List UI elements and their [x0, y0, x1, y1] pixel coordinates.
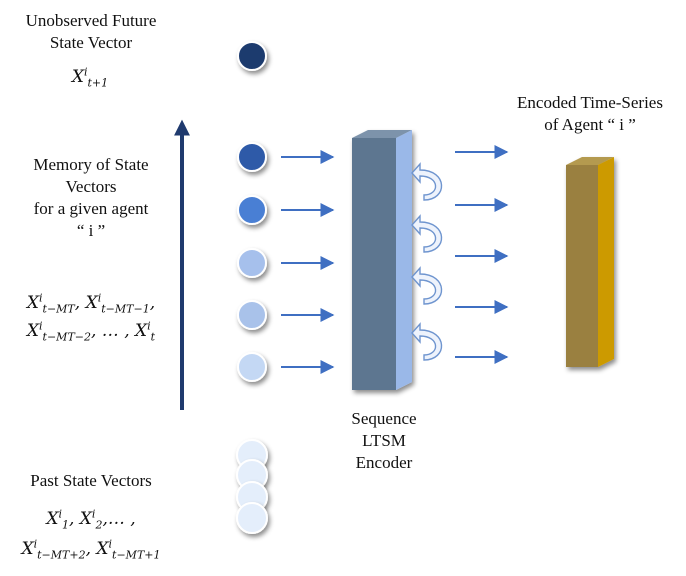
past-var: Xit−MT+1 [96, 537, 161, 562]
future-var-sup: i [83, 65, 88, 79]
past-nodes [236, 439, 268, 534]
encoder-label-line2: LTSM [362, 431, 406, 450]
encoder-front-face [352, 138, 396, 390]
future-title: Unobserved Future State Vector [8, 10, 174, 54]
output-side-face [598, 157, 614, 367]
memory-nodes [237, 142, 267, 382]
memory-variables-line1: Xit−MT, Xit−MT−1, [4, 292, 178, 314]
memory-line1: Memory of State [33, 155, 149, 174]
past-var: Xi2,… , [79, 507, 136, 532]
encoder-side-face [396, 130, 412, 390]
past-title: Past State Vectors [30, 471, 152, 490]
output-arrows [455, 145, 509, 364]
encoder-label-line1: Sequence [351, 409, 417, 428]
output-label-line2: of Agent “ i ” [544, 115, 636, 134]
output-label-line1: Encoded Time-Series [517, 93, 663, 112]
past-var: Xit−MT+2, [21, 537, 92, 562]
past-variables-line2: Xit−MT+2, Xit−MT+1 [4, 538, 178, 560]
future-state-node [237, 41, 267, 71]
recurrent-loops [411, 162, 443, 361]
memory-variables-line2: Xit−MT−2, … , Xit [4, 320, 178, 342]
encoder-label: Sequence LTSM Encoder [324, 408, 444, 474]
future-var-sub: t+1 [87, 76, 109, 90]
memory-line2: Vectors [65, 177, 117, 196]
memory-var: Xit−MT−1, [85, 291, 156, 316]
future-title-line2: State Vector [49, 33, 133, 52]
memory-title: Memory of State Vectors for a given agen… [8, 154, 174, 242]
output-label: Encoded Time-Series of Agent “ i ” [496, 92, 684, 136]
memory-var: Xit−MT, [26, 291, 81, 316]
memory-var: Xit [135, 319, 156, 344]
recurrent-loop-icon [411, 214, 443, 253]
memory-node [237, 300, 267, 330]
past-var: Xi1, [46, 507, 75, 532]
encoder-label-line3: Encoder [355, 453, 413, 472]
output-front-face [566, 165, 598, 367]
input-arrows [281, 150, 335, 374]
memory-line3: for a given agent [33, 199, 149, 218]
encoded-output-block [566, 157, 614, 367]
lstm-encoder-block [352, 130, 412, 390]
memory-node [237, 248, 267, 278]
memory-var: Xit−MT−2, … , [26, 319, 130, 344]
recurrent-loop-icon [411, 162, 443, 201]
memory-node [237, 195, 267, 225]
future-var-base: X [71, 67, 84, 87]
memory-line4: “ i ” [76, 221, 106, 240]
past-variables-line1: Xi1, Xi2,… , [4, 508, 178, 530]
future-variable: Xit+1 [60, 66, 120, 88]
future-title-line1: Unobserved Future [25, 11, 157, 30]
memory-node [237, 352, 267, 382]
memory-node [237, 142, 267, 172]
recurrent-loop-icon [411, 266, 443, 305]
encoder-top-face [352, 130, 412, 138]
past-node [236, 502, 268, 534]
recurrent-loop-icon [411, 322, 443, 361]
